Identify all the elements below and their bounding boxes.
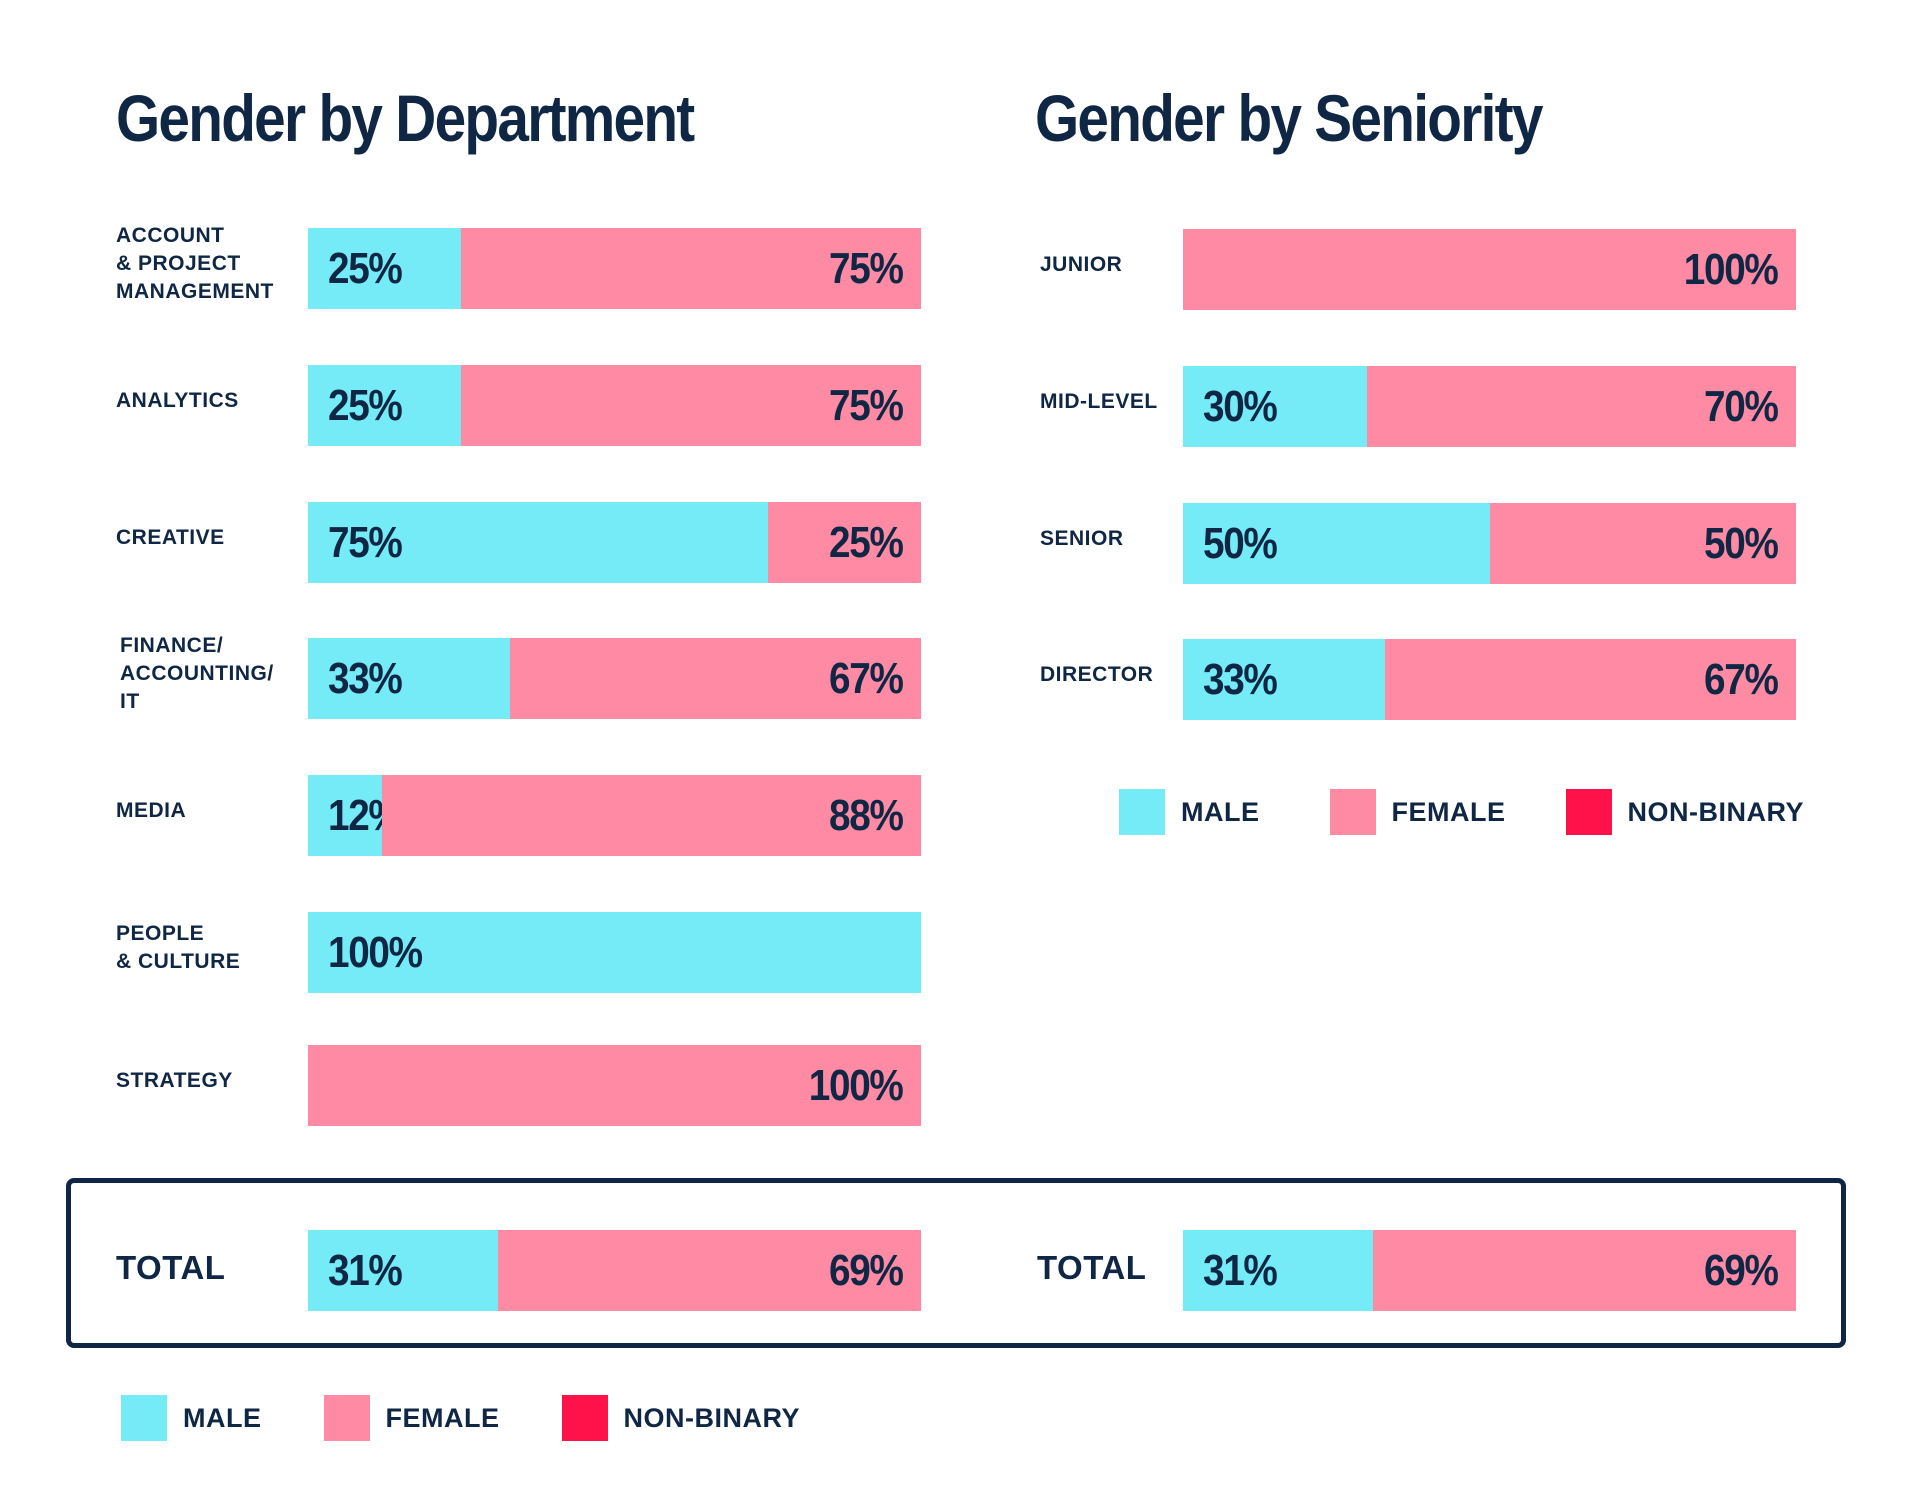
category-label: STRATEGY (116, 1069, 233, 1092)
row-male-segment: 12% (308, 775, 403, 856)
row-female-value: 25% (829, 517, 904, 567)
total-female-segment: 69% (498, 1230, 921, 1311)
row-bar: 100% (1183, 229, 1796, 310)
row-male-segment: 75% (308, 502, 768, 583)
legend-label-male: MALE (183, 1402, 262, 1433)
total-female-value: 69% (1704, 1245, 1779, 1295)
category-label: SENIOR (1040, 527, 1124, 550)
category-label: PEOPLE & CULTURE (116, 922, 241, 973)
row-female-segment: 50% (1489, 503, 1796, 584)
row-female-segment: 75% (461, 365, 921, 446)
row-male-value: 25% (328, 380, 403, 430)
legend-item-female: FEMALE (1329, 789, 1506, 835)
legend-label-non-binary: NON-BINARY (1627, 796, 1804, 827)
legend-item-female: FEMALE (323, 1395, 500, 1441)
legend-swatch-non-binary (1565, 789, 1612, 835)
legend-label-female: FEMALE (385, 1402, 500, 1433)
total-label: TOTAL (1037, 1249, 1147, 1286)
category-label: CREATIVE (116, 526, 225, 549)
legend-swatch-male (1119, 789, 1165, 835)
total-female-segment: 69% (1373, 1230, 1796, 1311)
row-male-segment: 25% (308, 365, 462, 446)
row-bar: 12% 88% (308, 775, 921, 856)
row-male-segment: 25% (308, 228, 462, 309)
department-chart-title: Gender by Department (116, 81, 695, 155)
row-bar: 25% 75% (308, 228, 921, 309)
legend-label-non-binary: NON-BINARY (623, 1402, 800, 1433)
category-label: ANALYTICS (116, 389, 239, 412)
total-male-segment: 31% (1183, 1230, 1374, 1311)
legend-swatch-female (1329, 789, 1376, 835)
row-female-value: 75% (829, 380, 904, 430)
row-female-value: 67% (829, 653, 904, 703)
legend-item-male: MALE (1119, 789, 1260, 835)
category-label: JUNIOR (1040, 253, 1123, 276)
row-female-segment: 100% (308, 1045, 921, 1126)
total-bar: 31% 69% (1183, 1230, 1796, 1311)
category-label: MEDIA (116, 799, 187, 822)
row-male-value: 25% (328, 243, 403, 293)
row-male-segment: 33% (1183, 639, 1386, 720)
total-male-segment: 31% (308, 1230, 499, 1311)
main-legend: MALE FEMALE NON-BINARY (121, 1395, 800, 1441)
row-bar: 30% 70% (1183, 366, 1796, 447)
row-bar: 100% (308, 912, 921, 993)
row-female-segment: 25% (767, 502, 921, 583)
row-bar: 25% 75% (308, 365, 921, 446)
row-female-value: 100% (809, 1060, 904, 1110)
category-label: DIRECTOR (1040, 663, 1154, 686)
total-bar: 31% 69% (308, 1230, 921, 1311)
legend-label-male: MALE (1181, 796, 1260, 827)
row-female-value: 88% (829, 790, 904, 840)
row-bar: 75% 25% (308, 502, 921, 583)
total-female-value: 69% (829, 1245, 904, 1295)
row-female-value: 67% (1704, 654, 1779, 704)
row-female-segment: 67% (510, 638, 921, 719)
row-bar: 100% (308, 1045, 921, 1126)
legend-item-non-binary: NON-BINARY (561, 1395, 801, 1441)
row-bar: 50% 50% (1183, 503, 1796, 584)
row-male-value: 100% (328, 927, 423, 977)
seniority-legend: MALE FEMALE NON-BINARY (1119, 789, 1804, 835)
row-female-value: 100% (1684, 244, 1779, 294)
row-female-segment: 67% (1385, 639, 1796, 720)
row-male-segment: 100% (308, 912, 921, 993)
total-label: TOTAL (116, 1249, 226, 1286)
row-female-segment: 100% (1183, 229, 1796, 310)
legend-item-male: MALE (121, 1395, 262, 1441)
category-label: ACCOUNT & PROJECT MANAGEMENT (116, 224, 274, 303)
total-male-value: 31% (1203, 1245, 1278, 1295)
row-male-value: 75% (328, 517, 403, 567)
row-male-segment: 50% (1183, 503, 1490, 584)
legend-swatch-male (121, 1395, 167, 1441)
legend-label-female: FEMALE (1391, 796, 1506, 827)
row-female-value: 75% (829, 243, 904, 293)
total-box (66, 1178, 1846, 1348)
category-label: MID-LEVEL (1040, 390, 1158, 413)
row-male-value: 50% (1203, 518, 1278, 568)
row-male-value: 30% (1203, 381, 1278, 431)
row-female-value: 70% (1704, 381, 1779, 431)
total-male-value: 31% (328, 1245, 403, 1295)
row-male-value: 33% (328, 653, 403, 703)
row-bar: 33% 67% (308, 638, 921, 719)
category-label: FINANCE/ ACCOUNTING/ IT (120, 634, 274, 713)
row-male-segment: 33% (308, 638, 511, 719)
row-male-segment: 30% (1183, 366, 1367, 447)
row-bar: 33% 67% (1183, 639, 1796, 720)
legend-item-non-binary: NON-BINARY (1565, 789, 1805, 835)
seniority-chart-title: Gender by Seniority (1035, 81, 1543, 155)
row-female-segment: 88% (381, 775, 921, 856)
row-female-segment: 70% (1366, 366, 1796, 447)
legend-swatch-non-binary (561, 1395, 608, 1441)
row-female-value: 50% (1704, 518, 1779, 568)
legend-swatch-female (323, 1395, 370, 1441)
row-female-segment: 75% (461, 228, 921, 309)
row-male-value: 33% (1203, 654, 1278, 704)
